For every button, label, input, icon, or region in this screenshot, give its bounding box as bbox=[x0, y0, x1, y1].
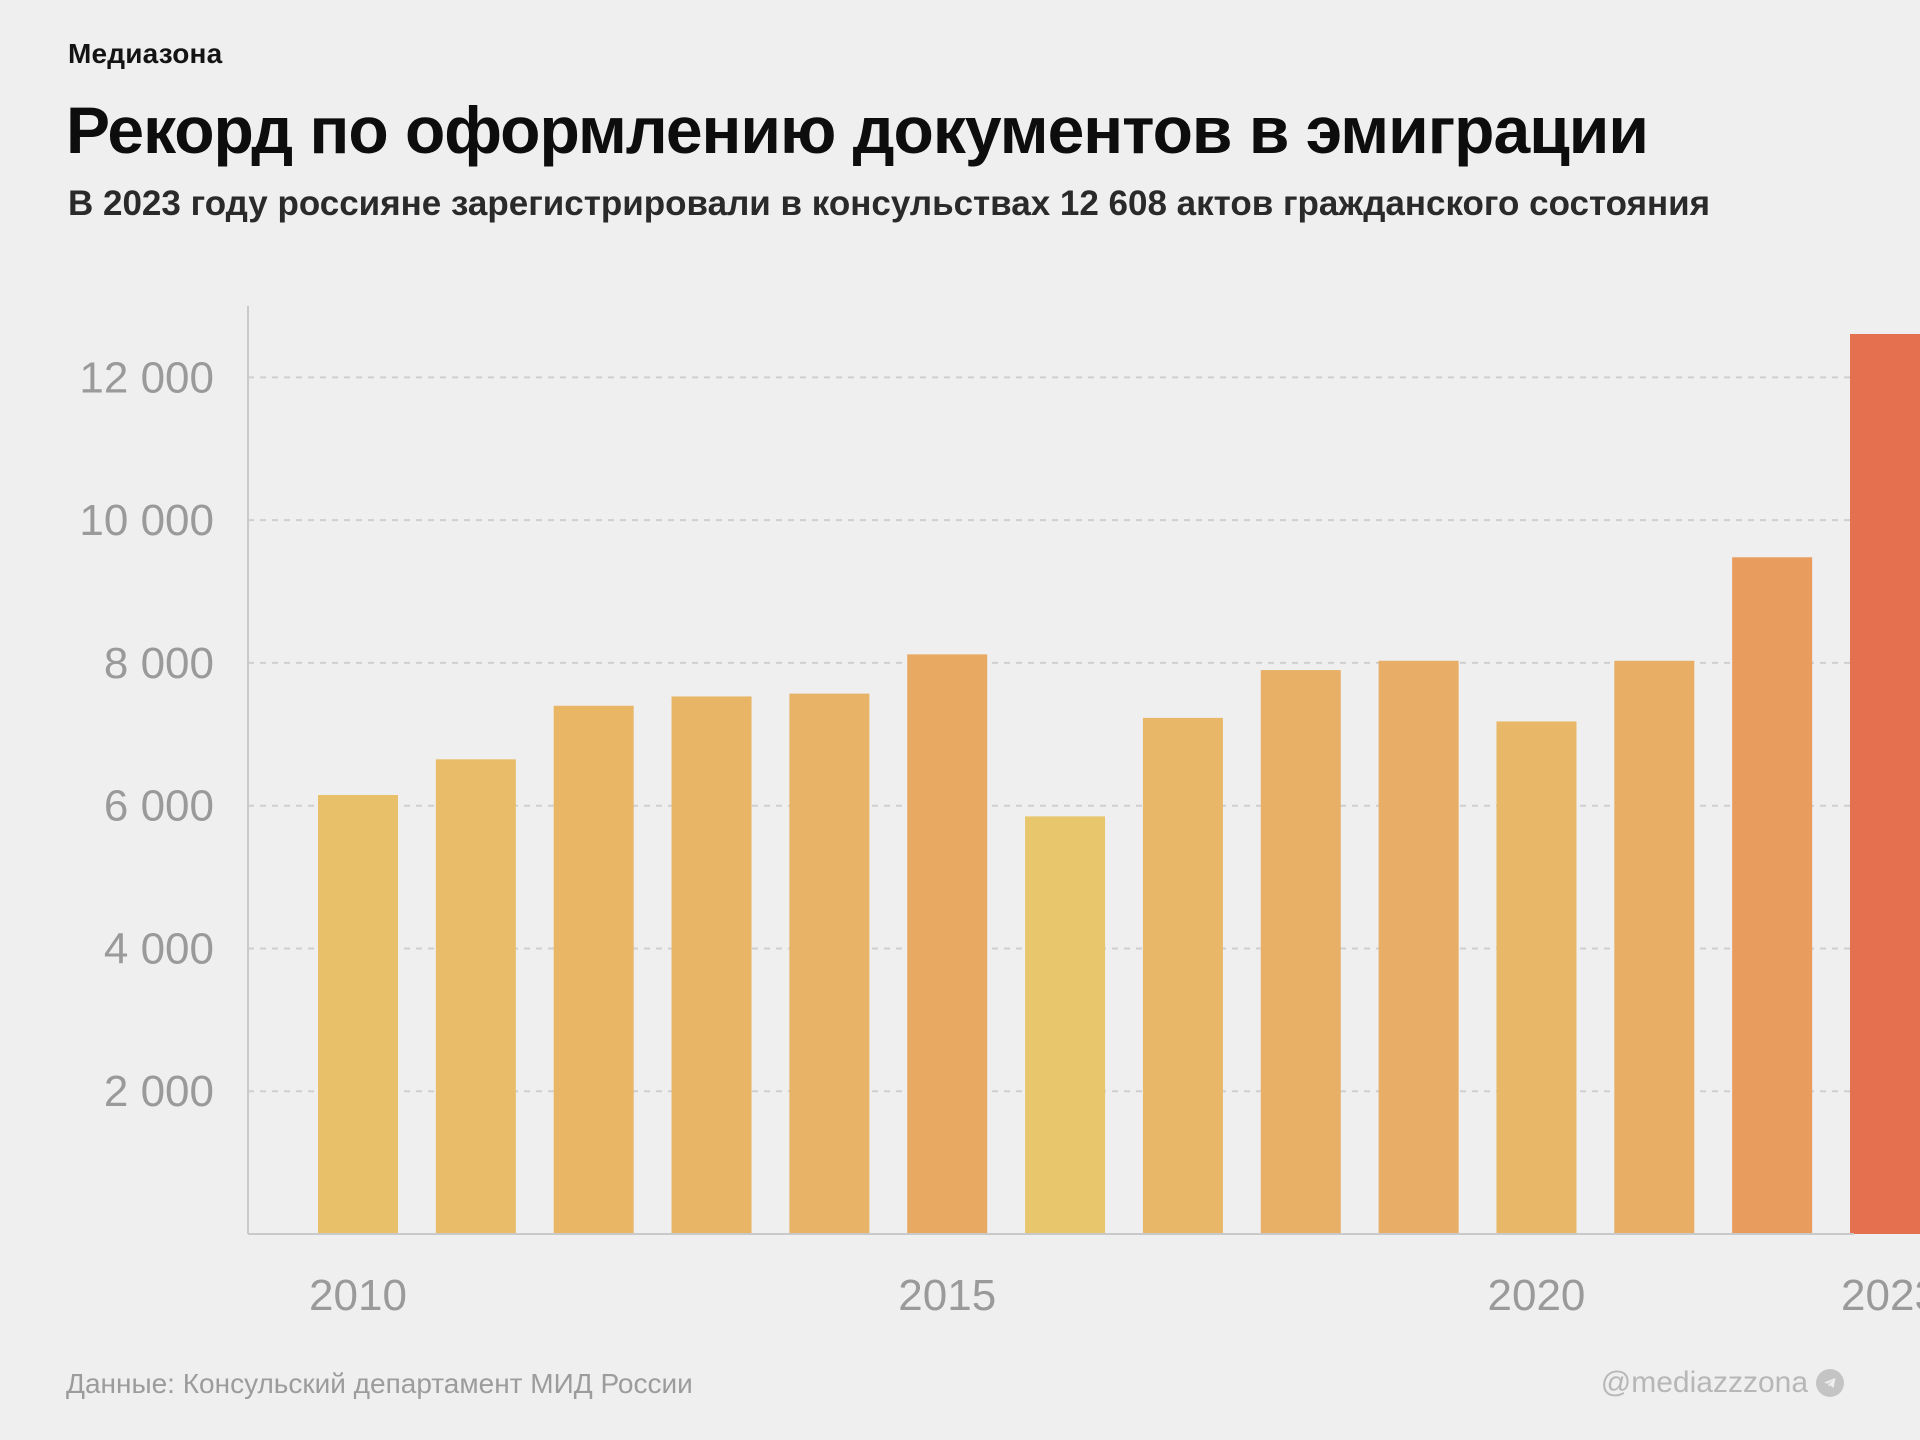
bar bbox=[1378, 660, 1459, 1234]
bar bbox=[789, 693, 870, 1234]
bar bbox=[1025, 816, 1106, 1234]
bar bbox=[1850, 333, 1920, 1234]
x-tick-label: 2023 bbox=[1841, 1271, 1920, 1320]
bar bbox=[1142, 717, 1223, 1234]
bar bbox=[907, 654, 988, 1234]
chart-title: Рекорд по оформлению документов в эмигра… bbox=[66, 93, 1649, 167]
y-tick-label: 2 000 bbox=[104, 1067, 214, 1116]
x-tick-label: 2020 bbox=[1488, 1271, 1586, 1320]
bar bbox=[318, 794, 398, 1234]
bar bbox=[1732, 557, 1813, 1234]
bar bbox=[435, 759, 516, 1234]
social-handle[interactable]: @mediazzzona bbox=[1601, 1366, 1844, 1400]
x-tick-label: 2015 bbox=[898, 1271, 996, 1320]
bar bbox=[671, 696, 752, 1234]
bar bbox=[553, 705, 634, 1234]
y-tick-label: 4 000 bbox=[104, 924, 214, 973]
source-note: Данные: Консульский департамент МИД Росс… bbox=[66, 1368, 693, 1399]
y-tick-label: 6 000 bbox=[104, 782, 214, 831]
brand-logo: Медиазона bbox=[68, 38, 223, 69]
x-tick-label: 2010 bbox=[309, 1271, 407, 1320]
handle-text: @mediazzzona bbox=[1600, 1366, 1808, 1399]
y-tick-label: 12 000 bbox=[79, 353, 214, 402]
bar bbox=[1614, 660, 1695, 1234]
bar bbox=[1496, 721, 1577, 1234]
y-tick-label: 10 000 bbox=[79, 496, 214, 545]
telegram-icon bbox=[1816, 1369, 1844, 1397]
y-tick-label: 8 000 bbox=[104, 639, 214, 688]
chart-subtitle: В 2023 году россияне зарегистрировали в … bbox=[68, 184, 1711, 223]
bar bbox=[1260, 670, 1341, 1234]
